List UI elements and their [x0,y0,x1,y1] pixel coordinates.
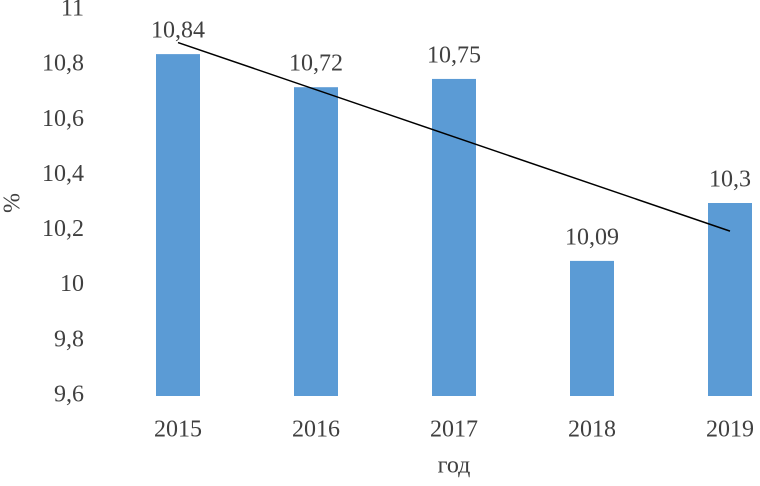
y-tick-label: 10,2 [42,216,84,242]
x-tick-label: 2018 [568,417,616,443]
value-label: 10,3 [709,167,751,193]
y-tick-label: 10,6 [42,106,84,132]
x-axis-label: год [438,453,471,479]
x-tick-label: 2019 [706,417,754,443]
y-tick-label: 9,6 [54,382,84,408]
value-label: 10,09 [565,224,619,250]
y-axis-label: % [0,193,26,213]
value-label: 10,72 [289,51,343,77]
bar [708,203,752,396]
x-tick-label: 2015 [154,417,202,443]
trend-line [177,41,731,232]
y-tick-label: 9,8 [54,326,84,352]
bar [432,78,476,396]
x-tick-label: 2016 [292,417,340,443]
bar [294,87,338,396]
y-tick-label: 11 [61,0,84,22]
value-label: 10,84 [151,18,205,44]
y-tick-label: 10 [60,271,84,297]
y-tick-label: 10,4 [42,161,84,187]
y-tick-label: 10,8 [42,51,84,77]
x-tick-label: 2017 [430,417,478,443]
bar [570,260,614,396]
bar [156,54,200,396]
value-label: 10,75 [427,42,481,68]
